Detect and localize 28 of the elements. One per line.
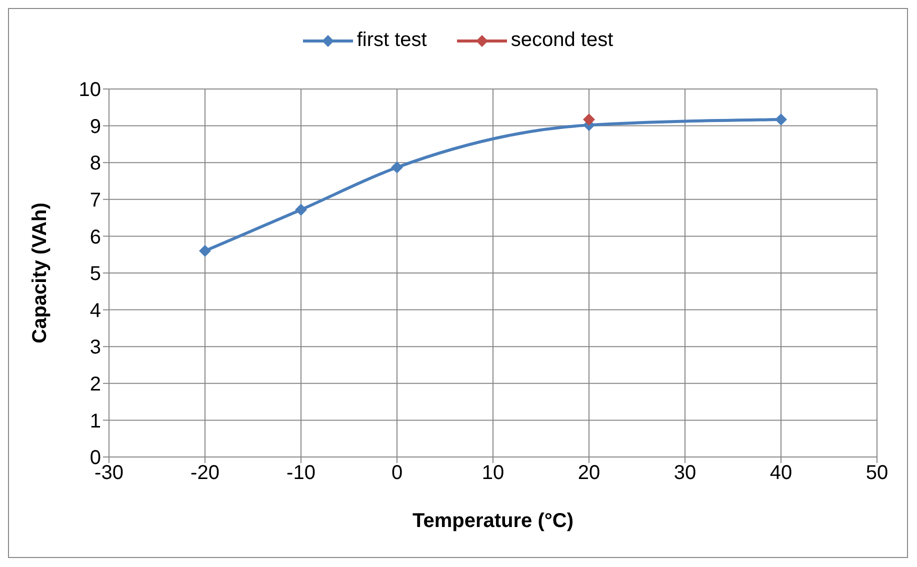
x-tick-label: -10 — [286, 462, 316, 484]
y-tick-label: 4 — [90, 300, 101, 322]
y-tick-label: 9 — [90, 116, 101, 138]
y-tick-label: 10 — [78, 79, 101, 102]
x-tick-label: 20 — [578, 462, 600, 484]
y-tick-label: 3 — [90, 336, 101, 359]
x-tick-label: 40 — [770, 462, 792, 484]
y-tick-label: 2 — [90, 374, 101, 396]
y-tick-label: 7 — [90, 190, 101, 212]
legend-label: second test — [510, 29, 614, 52]
x-axis-title: Temperature (°C) — [412, 510, 574, 532]
point — [775, 114, 787, 126]
x-tick-label: -20 — [190, 462, 220, 484]
x-tick-label: 50 — [866, 462, 888, 484]
x-tick-label: 30 — [674, 462, 696, 484]
point — [391, 161, 403, 174]
y-tick-label: 8 — [90, 152, 101, 175]
y-tick-label: 5 — [90, 263, 101, 286]
legend-label: first test — [356, 29, 427, 52]
y-tick-label: 0 — [90, 447, 101, 470]
x-tick-label: 0 — [391, 462, 403, 484]
point — [583, 114, 595, 126]
y-tick-label: 6 — [90, 226, 101, 248]
x-tick-label: 10 — [482, 462, 504, 484]
point — [295, 204, 307, 216]
y-axis-title: Capacity (VAh) — [29, 202, 52, 344]
point — [199, 244, 211, 257]
y-tick-label: 1 — [90, 410, 101, 432]
